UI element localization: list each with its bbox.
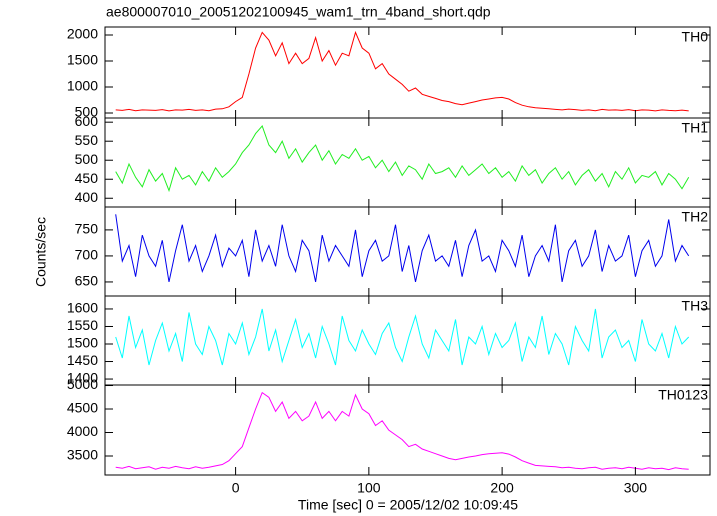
panel-label: TH1 <box>682 120 709 136</box>
panel-label: TH2 <box>682 209 709 225</box>
panel-frame <box>104 117 711 208</box>
y-tick-label: 1600 <box>67 300 98 316</box>
x-tick-label: 0 <box>232 480 240 496</box>
y-tick-label: 4000 <box>67 423 98 439</box>
y-tick-label: 1400 <box>67 370 98 386</box>
light-curve <box>115 30 689 112</box>
y-tick-label: 1500 <box>67 335 98 351</box>
light-curve <box>115 125 690 193</box>
y-tick-label: 2000 <box>67 26 98 42</box>
light-curve <box>115 214 690 283</box>
panel-frame <box>104 26 711 119</box>
panel-frame <box>104 384 711 476</box>
y-tick-label: 500 <box>75 104 99 120</box>
y-tick-label: 3500 <box>67 447 98 463</box>
light-curve <box>115 391 689 471</box>
x-tick-label: 300 <box>624 480 648 496</box>
y-tick-label: 550 <box>75 132 99 148</box>
y-tick-label: 400 <box>75 189 99 205</box>
y-tick-label: 500 <box>75 151 99 167</box>
y-tick-label: 1500 <box>67 52 98 68</box>
y-tick-label: 700 <box>75 247 99 263</box>
y-tick-label: 600 <box>75 113 99 129</box>
y-tick-label: 650 <box>75 273 99 289</box>
y-tick-label: 1000 <box>67 78 98 94</box>
panel-label: TH0123 <box>658 387 708 403</box>
x-tick-label: 200 <box>490 480 514 496</box>
x-tick-label: 100 <box>357 480 381 496</box>
light-curve <box>115 308 690 366</box>
panel-label: TH3 <box>682 298 709 314</box>
y-tick-label: 1450 <box>67 352 98 368</box>
y-axis-label: Counts/sec <box>33 217 49 287</box>
y-tick-label: 4500 <box>67 400 98 416</box>
panel-label: TH0 <box>682 29 709 45</box>
y-tick-label: 750 <box>75 221 99 237</box>
y-tick-label: 1550 <box>67 317 98 333</box>
y-tick-label: 5000 <box>67 376 98 392</box>
chart-title: ae800007010_20051202100945_wam1_trn_4ban… <box>106 4 491 20</box>
x-axis-label: Time [sec] 0 = 2005/12/02 10:09:45 <box>298 497 518 513</box>
y-tick-label: 450 <box>75 170 99 186</box>
